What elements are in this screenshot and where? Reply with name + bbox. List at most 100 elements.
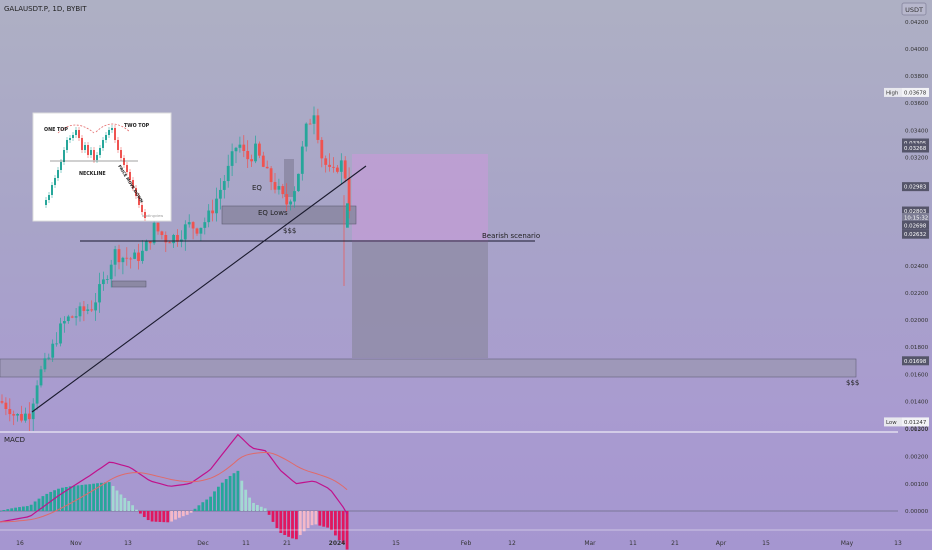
candle	[285, 183, 289, 212]
candle	[113, 245, 117, 277]
price-tick: 0.01600	[905, 372, 929, 378]
candle	[105, 275, 109, 284]
candle	[0, 394, 4, 405]
price-axis[interactable]: 0.04200 0.04000 0.03800 0.03600 0.03400 0.032…	[884, 20, 929, 433]
candle	[82, 300, 86, 322]
candle	[63, 316, 66, 333]
macd-bar	[72, 485, 76, 511]
price-tick: 0.02400	[905, 264, 929, 270]
candle	[289, 199, 292, 211]
candle	[43, 352, 47, 373]
inset-two-top: TWO TOP	[124, 123, 150, 129]
macd-bar	[139, 511, 142, 514]
macd-bar	[111, 486, 115, 511]
support-zone	[0, 358, 857, 378]
macd-bar	[330, 511, 333, 531]
time-tick: Mar	[584, 540, 596, 547]
macd-bar	[53, 490, 56, 511]
macd-bar	[322, 511, 326, 527]
macd-bar	[314, 511, 318, 525]
candle	[332, 157, 335, 173]
price-tick: 0.02200	[905, 291, 929, 297]
bearish-scenario-label: Bearish scenario	[482, 232, 540, 240]
price-badge-value: 0.03268	[904, 146, 927, 152]
candle	[187, 214, 191, 228]
price-tick: 0.04200	[905, 20, 929, 26]
time-tick: 11	[242, 540, 250, 547]
candle	[70, 315, 74, 319]
macd-bar	[158, 511, 162, 522]
candle	[98, 272, 101, 313]
inset-one-top: ONE TOP	[44, 127, 68, 133]
macd-bar	[6, 509, 10, 511]
macd-bar	[76, 485, 80, 511]
macd-bar	[228, 475, 232, 511]
candle	[4, 397, 8, 416]
macd-bar	[298, 511, 302, 536]
macd-bar	[189, 511, 193, 513]
price-badge: 10:15:32	[902, 213, 929, 223]
candle	[31, 398, 35, 431]
candle	[191, 221, 195, 240]
currency-button[interactable]	[901, 2, 927, 16]
macd-bar	[2, 509, 6, 511]
candle	[316, 108, 320, 144]
candle	[59, 317, 62, 347]
candle	[47, 353, 51, 361]
candle	[343, 156, 347, 183]
macd-axis[interactable]: 0.00300 0.00200 0.00100 0.00000	[905, 427, 929, 515]
macd-bar	[259, 506, 263, 511]
price-badge-value: 0.03678	[904, 90, 927, 96]
candle	[320, 137, 324, 168]
candle	[90, 300, 94, 313]
macd-bar	[209, 496, 212, 511]
macd-bar	[236, 470, 240, 511]
candle	[265, 160, 269, 169]
price-tick: 0.03200	[905, 155, 929, 161]
macd-bar	[61, 487, 64, 511]
macd-bar	[127, 501, 131, 511]
eq-zone	[284, 159, 294, 197]
macd-bar	[279, 511, 283, 533]
candle	[304, 122, 308, 152]
time-tick: 21	[283, 540, 291, 547]
macd-bar	[84, 484, 88, 511]
macd-bar	[256, 504, 259, 511]
candle	[234, 146, 238, 164]
macd-bar	[123, 497, 127, 511]
macd-bar	[103, 482, 107, 511]
candle	[324, 155, 328, 173]
candle	[277, 178, 281, 195]
price-tick: 0.03800	[905, 74, 929, 80]
candle	[74, 307, 78, 326]
macd-bar	[37, 498, 41, 511]
price-tick: 0.04000	[905, 47, 929, 53]
price-badge: 0.02632	[902, 229, 929, 239]
candle	[16, 413, 19, 422]
macd-bar	[341, 511, 345, 545]
time-tick: Nov	[70, 540, 82, 547]
macd-bar	[68, 486, 72, 511]
candle	[207, 204, 211, 228]
signal-line	[0, 451, 348, 523]
macd-line	[0, 433, 348, 523]
candle	[339, 153, 343, 184]
candle	[312, 106, 316, 135]
candle	[183, 220, 187, 251]
macd-bar	[248, 497, 251, 511]
candle	[219, 178, 222, 210]
candle	[180, 230, 183, 248]
candle	[215, 187, 218, 222]
macd-bar	[302, 511, 306, 532]
macd-bar	[25, 506, 29, 511]
macd-bar	[57, 488, 60, 511]
macd-bar	[197, 505, 201, 511]
macd-bar	[220, 482, 224, 511]
candle	[125, 247, 129, 266]
symbol-title: GALAUSDT.P, 1D, BYBIT	[4, 5, 87, 13]
trendline[interactable]	[31, 165, 367, 413]
candle	[86, 304, 90, 315]
liquidity-label-bottom: $$$	[846, 379, 859, 387]
time-axis[interactable]: 16 Nov 13 Dec 11 21 2024 15 Feb 12 Mar 11 21 Apr 15 May…	[16, 540, 902, 547]
